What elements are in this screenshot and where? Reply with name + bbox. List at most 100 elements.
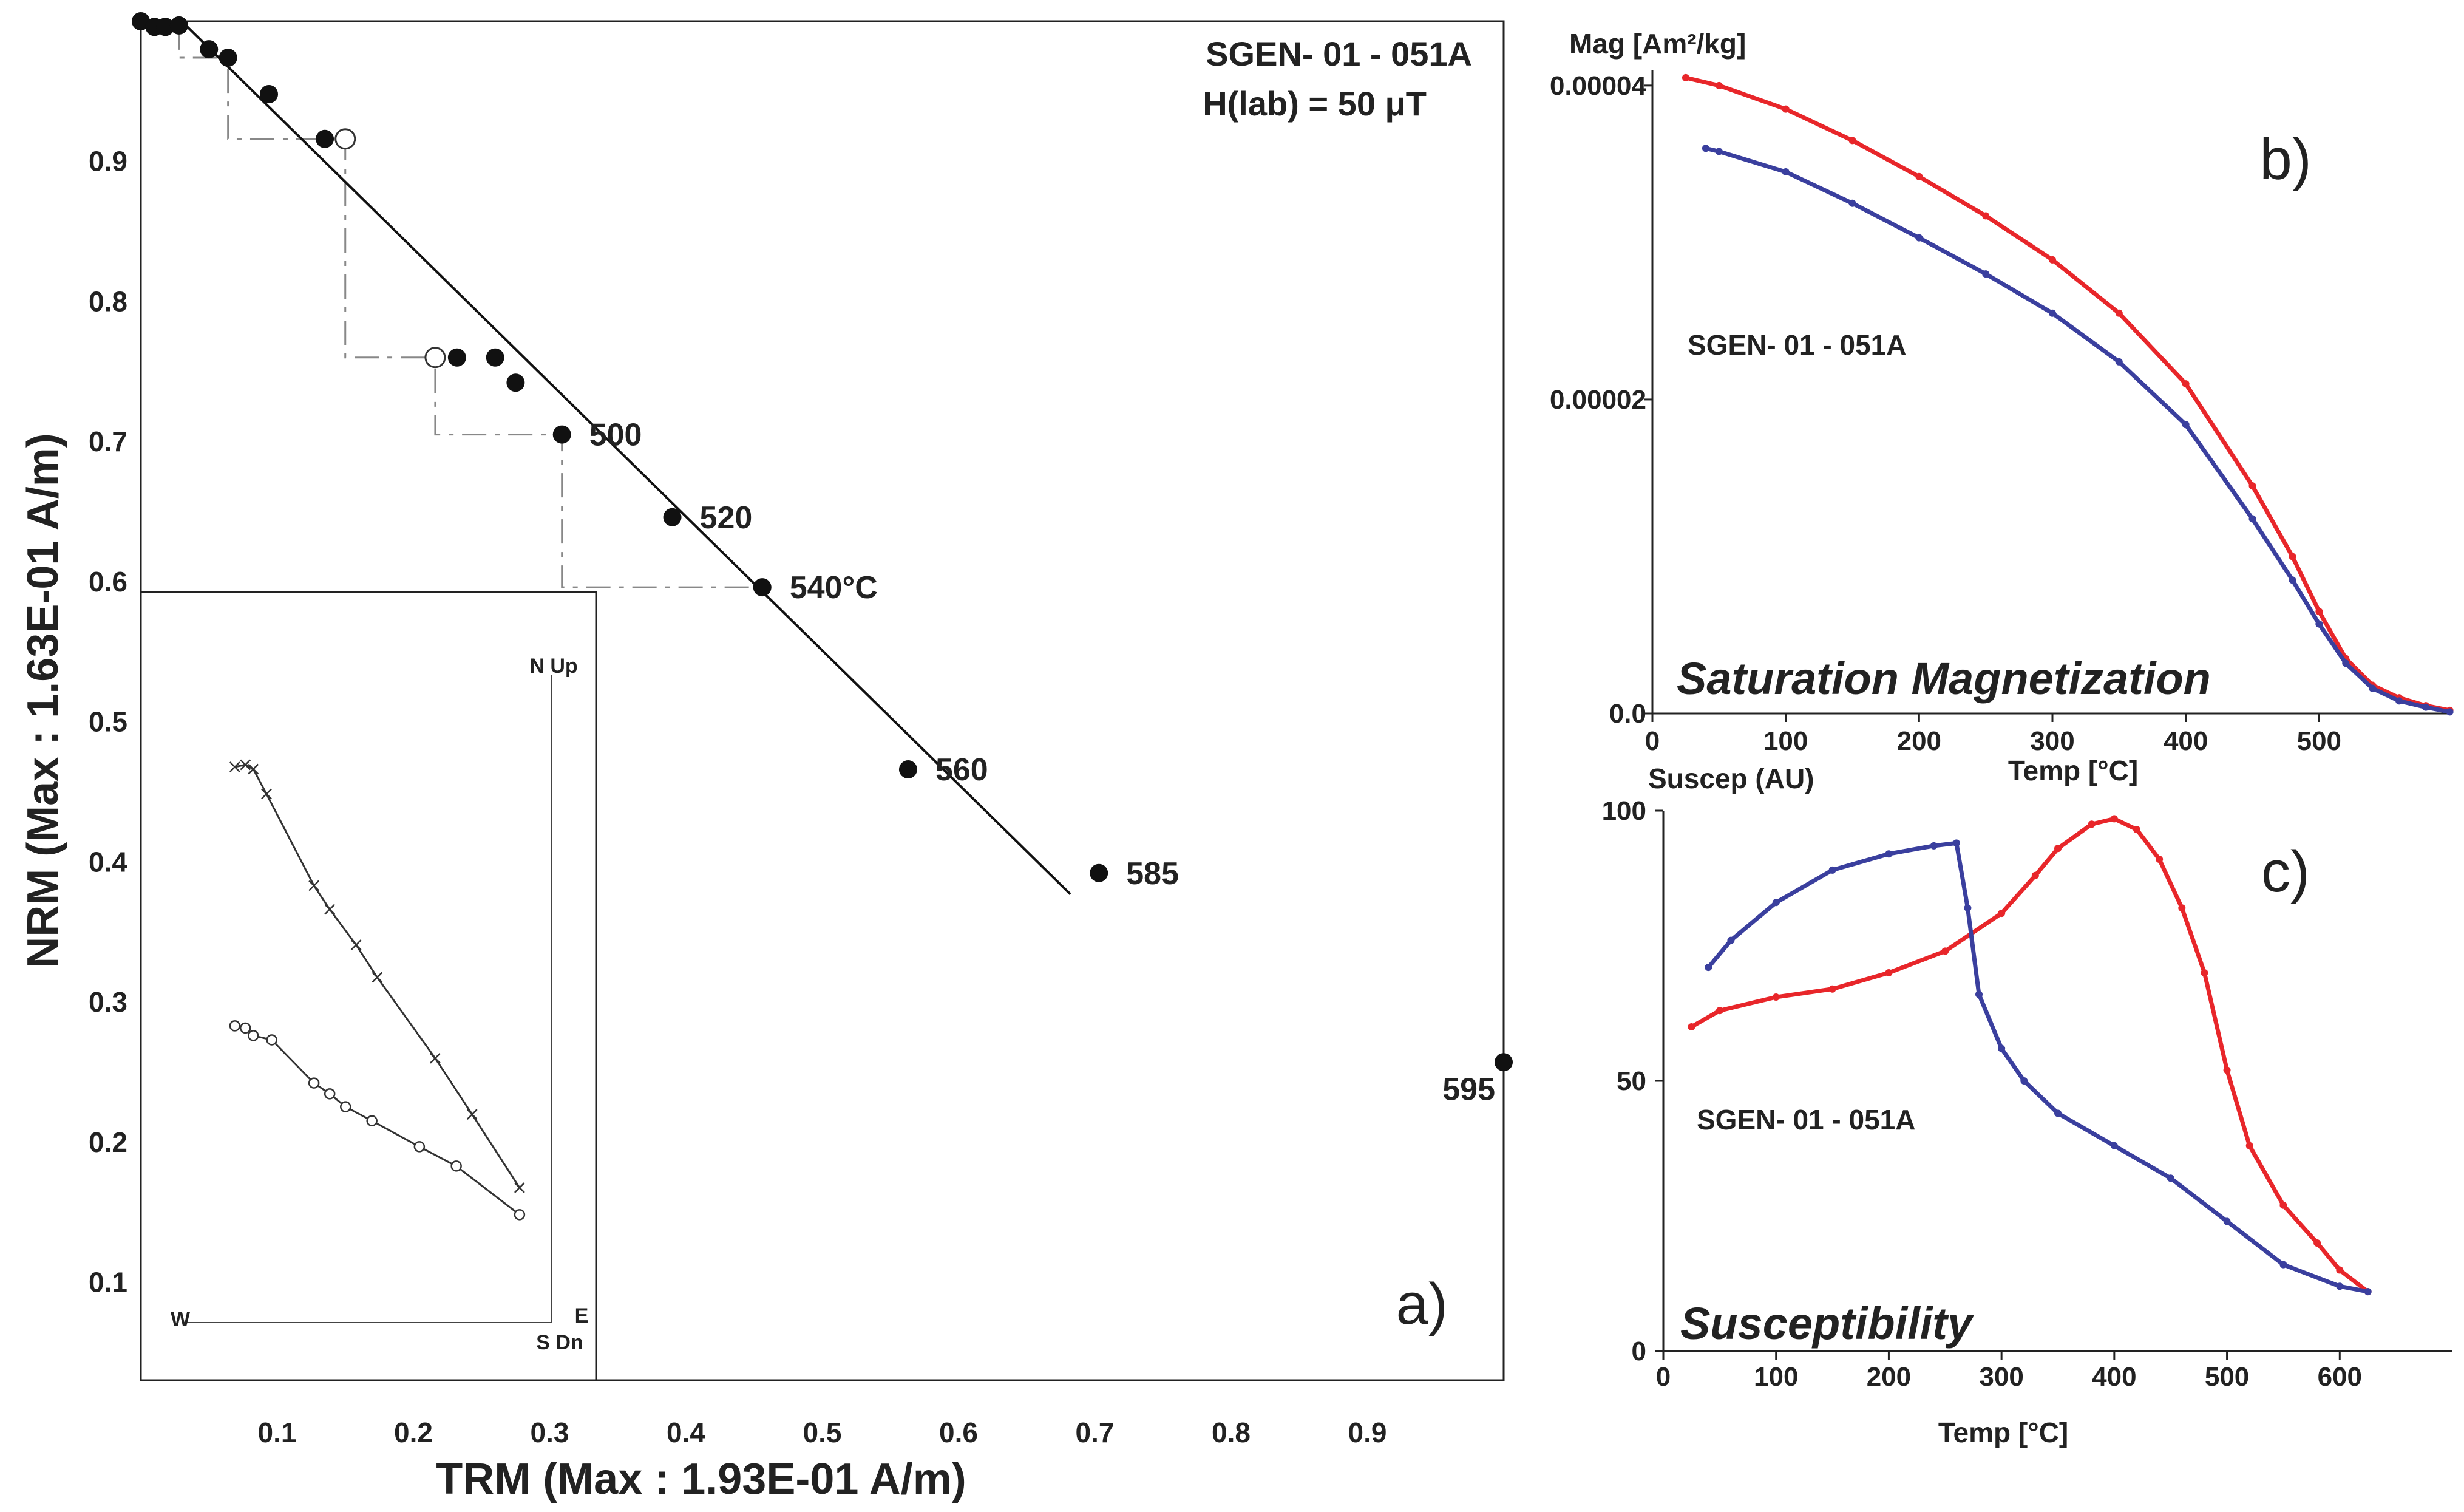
panel-a-x-tick-label: 0.8: [1212, 1417, 1251, 1448]
panel-a-y-tick-label: 0.1: [89, 1266, 127, 1298]
vertical-projection-point: [324, 1088, 336, 1100]
panel-c-y-axis-label: Suscep (AU): [1648, 763, 1814, 794]
panel-a-y-tick-label: 0.2: [89, 1126, 127, 1158]
data-point: [486, 348, 504, 367]
panel-a-y-tick-label: 0.7: [89, 426, 127, 457]
panel-b-title: Saturation Magnetization: [1677, 653, 2211, 704]
vertical-projection-point: [340, 1101, 351, 1112]
horizontal-projection-point: [430, 1052, 441, 1064]
panel-b: Mag [Am²/kg] Temp [°C] Saturation Magnet…: [1550, 28, 2454, 786]
panel-a-x-tick-label: 0.2: [394, 1417, 433, 1448]
cooling-point: [1782, 168, 1790, 176]
cooling-point: [1848, 199, 1856, 207]
cooling-point: [2115, 358, 2123, 366]
panel-a-x-ticks: 0.1 0.2 0.3 0.4 0.5 0.6 0.7 0.8 0.9: [258, 1417, 1387, 1448]
heating-point: [2245, 1142, 2253, 1149]
inset-horizontal-projection: [229, 759, 525, 1193]
vertical-projection-point: [266, 1034, 277, 1046]
heating-point: [1772, 993, 1780, 1001]
cooling-point: [1915, 234, 1923, 242]
inset-label-east: E: [575, 1304, 589, 1327]
cooling-point: [2248, 515, 2256, 523]
panel-a-x-tick-label: 0.4: [667, 1417, 705, 1448]
panel-a-y-tick-label: 0.3: [89, 986, 127, 1018]
inset-frame: [140, 591, 597, 1381]
zijderveld-inset: N Up W E S Dn: [140, 591, 597, 1381]
ptrm-check-points: [334, 128, 446, 369]
cooling-point: [1705, 964, 1712, 972]
panel-c: Suscep (AU) Temp [°C] Susceptibility SGE…: [1602, 763, 2452, 1448]
cooling-point: [2020, 1077, 2028, 1085]
cooling-point: [1885, 850, 1893, 858]
data-point: [506, 373, 525, 392]
panel-b-sample-label: SGEN- 01 - 051A: [1688, 329, 1906, 361]
panel-a-letter: a): [1396, 1272, 1448, 1337]
cooling-point: [2054, 1109, 2062, 1117]
arai-points: [132, 12, 1513, 1072]
panel-a-x-tick-label: 0.3: [531, 1417, 569, 1448]
panel-c-x-axis-label: Temp [°C]: [1938, 1417, 2068, 1448]
panel-a-y-tick-label: 0.6: [89, 566, 127, 598]
y-tick-label: 100: [1602, 796, 1646, 826]
horizontal-projection-point: [229, 761, 240, 772]
cooling-point: [2289, 576, 2296, 584]
panel-a-y-ticks: 0.1 0.2 0.3 0.4 0.5 0.6 0.7 0.8 0.9: [89, 146, 127, 1298]
inset-label-south-down: S Dn: [536, 1331, 583, 1354]
vertical-projection-point: [450, 1160, 462, 1172]
horizontal-projection-point: [372, 972, 383, 983]
panel-a-x-axis-label: TRM (Max : 1.93E-01 A/m): [436, 1455, 966, 1503]
cooling-point: [2336, 1282, 2344, 1290]
cooling-point: [1952, 839, 1960, 847]
cooling-point: [2446, 708, 2454, 716]
heating-point: [2133, 826, 2140, 834]
heating-point: [1828, 985, 1836, 993]
vertical-projection-point: [308, 1077, 320, 1089]
cooling-curve: [1705, 146, 2451, 714]
temperature-label: 520: [700, 500, 753, 536]
heating-point: [2178, 904, 2186, 912]
cooling-point: [2422, 703, 2430, 711]
data-point: [447, 348, 466, 367]
heating-point: [2115, 309, 2123, 317]
panel-c-y-ticks: 0 50 100: [1602, 796, 1663, 1366]
data-point: [753, 578, 772, 597]
temperature-label: 560: [935, 752, 988, 788]
heating-point: [1941, 947, 1949, 955]
cooling-point: [2364, 1288, 2372, 1296]
panel-b-letter: b): [2259, 127, 2311, 192]
heating-point: [1848, 137, 1856, 145]
heating-point: [2182, 380, 2190, 388]
cooling-point: [2167, 1174, 2174, 1182]
heating-point: [1885, 969, 1893, 976]
temperature-label: 540°C: [790, 570, 878, 605]
heating-curve: [1685, 75, 2451, 713]
data-point: [169, 16, 188, 35]
panel-a-y-tick-label: 0.8: [89, 285, 127, 317]
x-tick-label: 100: [1763, 726, 1808, 756]
panel-a-x-tick-label: 0.5: [803, 1417, 842, 1448]
best-fit-line: [180, 20, 1071, 895]
x-tick-label: 300: [1979, 1362, 2023, 1392]
x-tick-label: 400: [2164, 726, 2208, 756]
panel-a: SGEN- 01 - 051A H(lab) = 50 μT TRM (Max …: [19, 12, 1513, 1503]
heating-point: [1982, 212, 1990, 220]
cooling-point: [2223, 1217, 2231, 1225]
heating-point: [1688, 1023, 1695, 1030]
horizontal-projection-point: [248, 763, 259, 775]
panel-b-x-axis-label: Temp [°C]: [2008, 755, 2138, 786]
data-point: [552, 425, 571, 444]
inset-label-north-up: N Up: [529, 655, 577, 678]
temperature-label: 585: [1126, 856, 1179, 891]
horizontal-projection-point: [350, 939, 362, 951]
heating-point: [1715, 81, 1723, 89]
panel-a-x-tick-label: 0.9: [1348, 1417, 1387, 1448]
cooling-point: [1982, 270, 1990, 278]
x-tick-label: 500: [2297, 726, 2341, 756]
panel-b-x-ticks: 0 100 200 300 400 500: [1645, 713, 2341, 756]
x-tick-label: 200: [1867, 1362, 1911, 1392]
heating-point: [1782, 105, 1790, 113]
heating-point: [2110, 815, 2118, 823]
horizontal-projection-point: [261, 788, 272, 800]
y-tick-label: 50: [1617, 1066, 1646, 1096]
panel-b-series: [1682, 73, 2454, 716]
